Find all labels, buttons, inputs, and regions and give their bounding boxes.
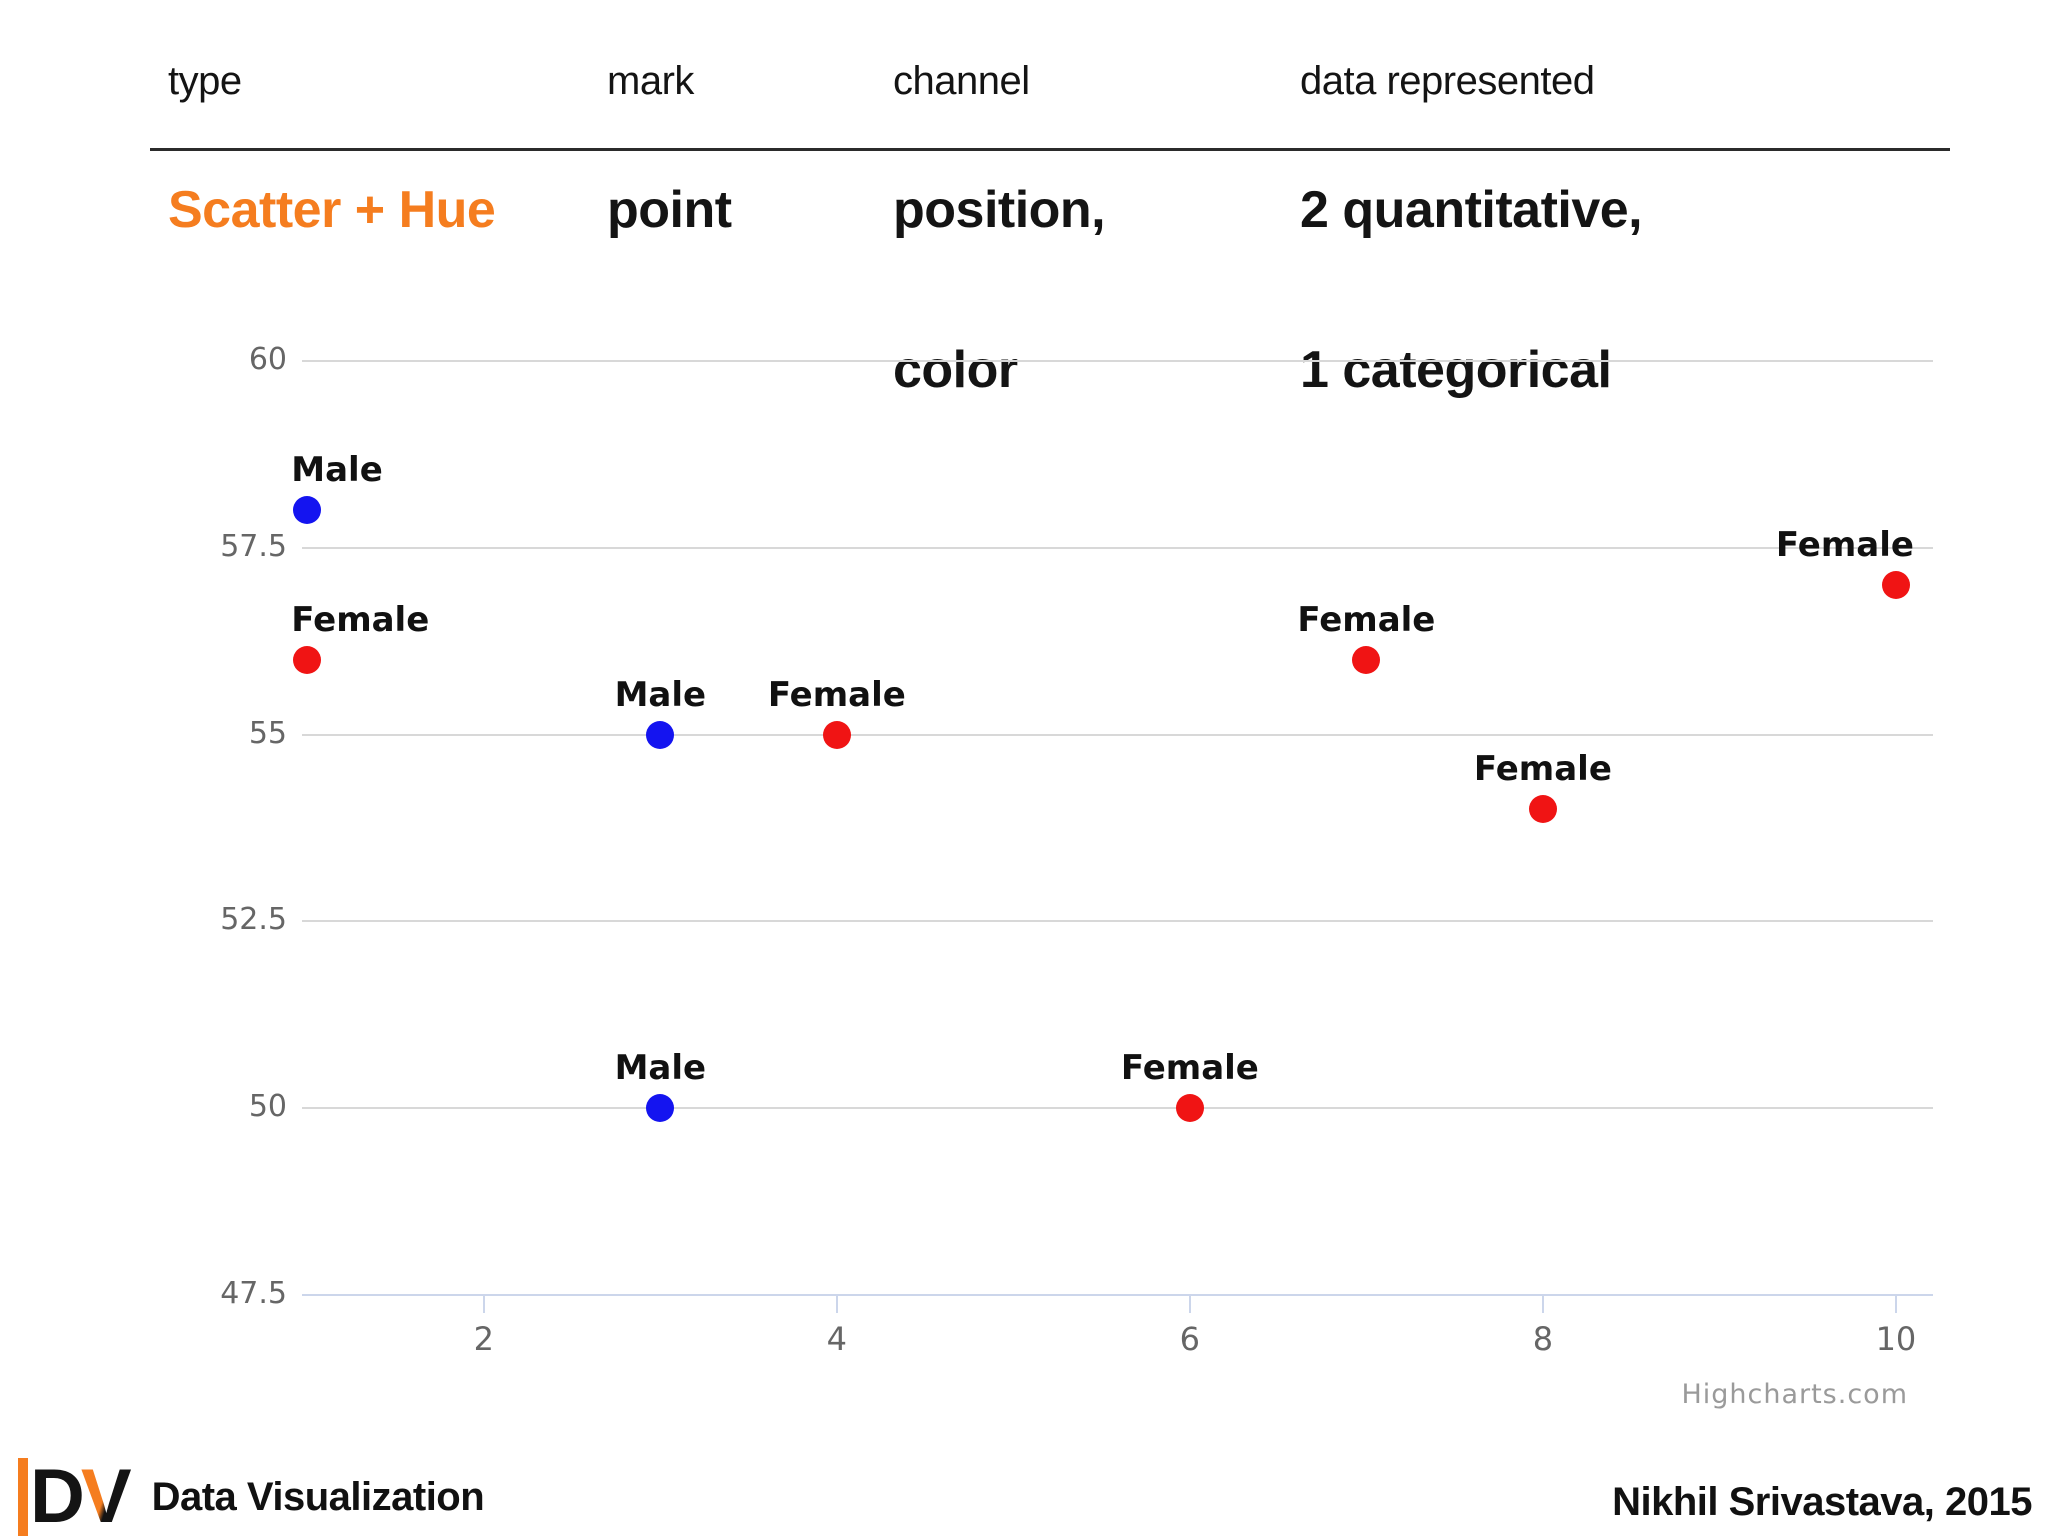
dv-logo: D V [18,1458,132,1536]
header-divider [150,148,1950,151]
channel-line1: position, [893,181,1106,239]
column-header-mark: mark [607,59,694,103]
highcharts-credit[interactable]: Highcharts.com [1681,1379,1908,1410]
x-axis-tick [1541,1295,1544,1313]
data-point-label: Female [1473,749,1612,790]
data-point-label: Male [614,1048,707,1089]
x-axis-tick [1188,1295,1191,1313]
data-point-male[interactable] [646,720,675,749]
data-line2: 1 categorical [1300,341,1612,399]
y-gridline [302,360,1933,362]
y-axis-tick-label: 57.5 [220,528,287,564]
y-axis-tick-label: 50 [248,1089,287,1125]
channel-line2: color [893,341,1018,399]
y-gridline [302,546,1933,549]
x-axis-tick [835,1295,838,1313]
y-axis-tick-label: 60 [248,342,287,377]
row-value-data-represented: 2 quantitative, 1 categorical [1300,170,1643,410]
data-point-female[interactable] [1881,571,1910,600]
y-axis-tick-label: 52.5 [220,902,287,938]
data-point-female[interactable] [1175,1094,1204,1123]
data-line1: 2 quantitative, [1300,181,1643,239]
x-axis-tick-label: 6 [1179,1320,1201,1358]
brand-text: Data Visualization [151,1475,485,1519]
data-point-male[interactable] [646,1094,675,1123]
row-value-type: Scatter + Hue [168,181,496,239]
data-point-female[interactable] [1352,645,1381,674]
data-point-label: Male [291,450,383,491]
y-gridline [302,920,1933,923]
data-point-female[interactable] [822,720,851,749]
data-point-female[interactable] [293,645,322,674]
data-point-female[interactable] [1528,795,1557,824]
y-gridline [302,1107,1933,1110]
x-axis-tick-label: 8 [1532,1320,1554,1358]
data-point-label: Female [1297,599,1436,640]
data-point-male[interactable] [293,496,322,525]
column-header-data-represented: data represented [1300,59,1595,103]
data-point-label: Female [1775,525,1914,566]
row-value-channel: position, color [893,170,1106,410]
author-credit: Nikhil Srivastava, 2015 [1612,1480,2032,1524]
x-axis-line [302,1294,1933,1296]
x-axis-tick-label: 4 [826,1320,847,1358]
x-axis-tick-label: 10 [1875,1320,1917,1358]
logo-orange-bar-icon [18,1458,28,1536]
footer-brand-block: D V Data Visualization [18,1458,485,1536]
y-axis-tick-label: 55 [248,715,287,751]
x-axis-tick [1894,1295,1897,1313]
x-axis-tick-label: 2 [473,1320,494,1358]
column-header-channel: channel [893,59,1030,103]
logo-letter-d: D [30,1454,85,1536]
logo-letter-v: V [80,1454,132,1536]
data-point-label: Female [291,599,430,640]
column-header-type: type [168,59,242,103]
data-point-label: Female [1120,1048,1259,1089]
data-point-label: Male [614,674,707,715]
y-axis-tick-label: 47.5 [220,1276,287,1311]
y-gridline [302,733,1933,736]
x-axis-tick [482,1295,485,1313]
data-point-label: Female [767,674,906,715]
row-value-mark: point [607,181,732,239]
